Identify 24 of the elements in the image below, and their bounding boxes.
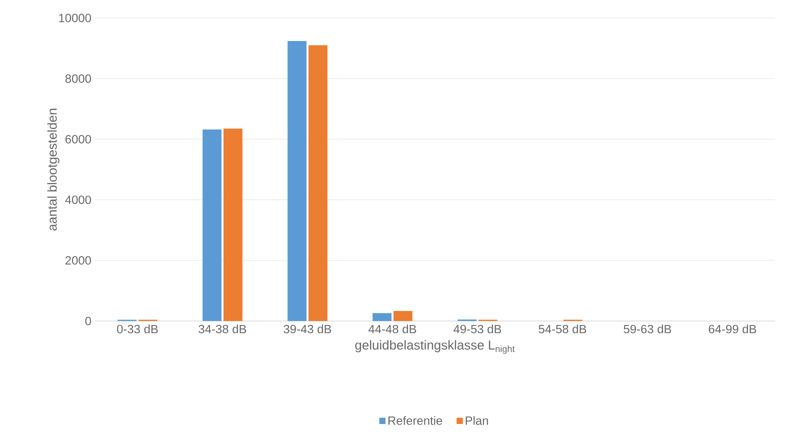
bar	[202, 130, 222, 321]
bar	[308, 45, 328, 321]
x-tick-label: 54-58 dB	[538, 324, 586, 334]
x-axis-title: geluidbelastingsklasse L$_{night}$	[355, 340, 515, 354]
legend-label: Plan	[466, 416, 488, 425]
y-tick-label: 6000	[65, 134, 92, 144]
x-tick-label: 39-43 dB	[284, 324, 332, 334]
x-tick-label: 49-53 dB	[454, 324, 502, 334]
y-tick-label: 2000	[65, 256, 92, 265]
x-tick-label: 64-99 dB	[708, 324, 756, 334]
bar	[223, 128, 242, 321]
x-tick-label: 0-33 dB	[117, 324, 158, 334]
x-tick-label: 44-48 dB	[368, 324, 416, 334]
y-tick-label: 8000	[65, 74, 92, 83]
y-tick-label: 0	[85, 316, 92, 326]
bar	[372, 313, 392, 321]
legend-label: Referentie	[388, 416, 442, 425]
bar	[393, 311, 412, 321]
x-tick-label: 59-63 dB	[624, 324, 672, 334]
y-tick-label: 10000	[59, 14, 92, 22]
bar	[288, 41, 307, 321]
x-tick-label: 34-38 dB	[198, 324, 246, 334]
y-axis-title: aantal blootgestelden	[47, 108, 60, 231]
y-tick-label: 4000	[65, 196, 92, 204]
